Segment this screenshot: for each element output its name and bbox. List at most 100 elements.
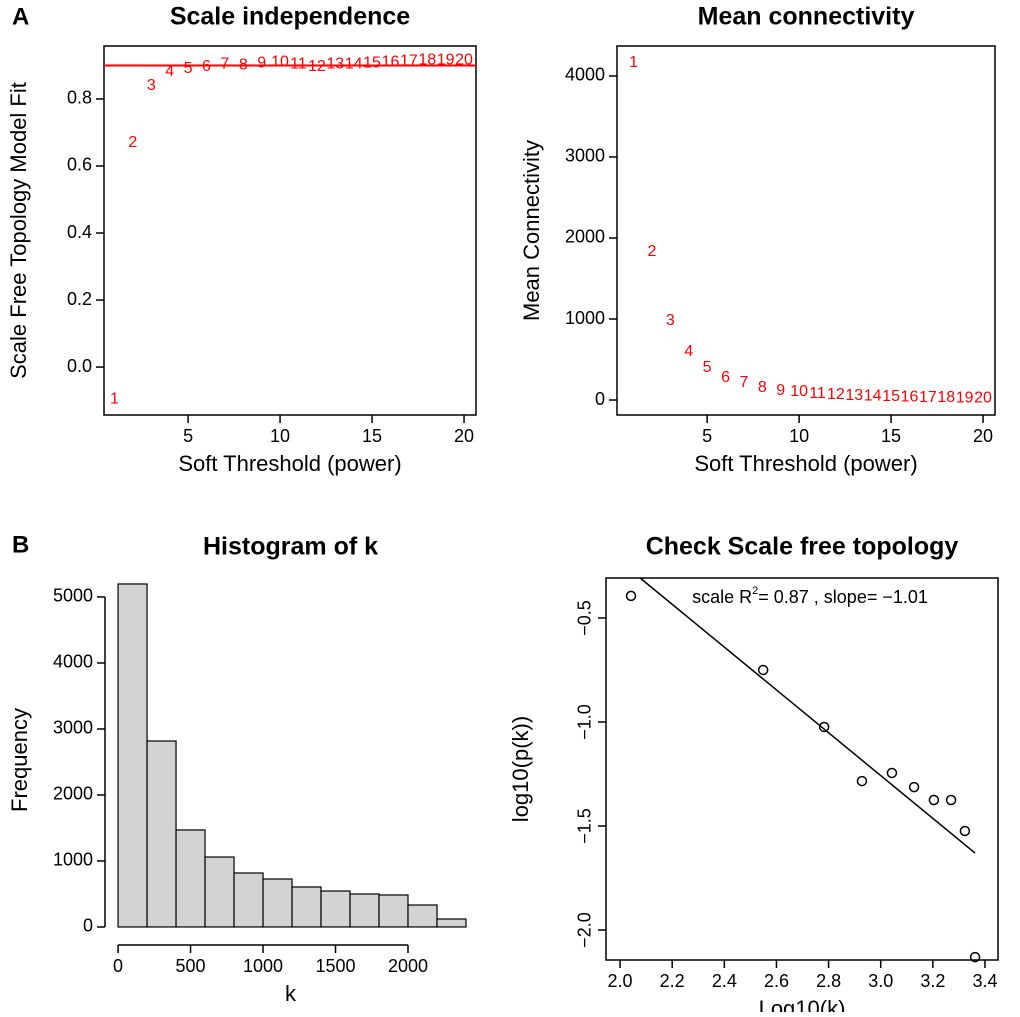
y-tick-label: 1000 xyxy=(53,850,93,870)
y-axis-label: Mean Connectivity xyxy=(519,140,544,321)
x-tick-label: 500 xyxy=(176,956,206,976)
annotation: scale R2= 0.87 , slope= −1.01 xyxy=(692,585,928,607)
y-axis-label: log10(p(k)) xyxy=(508,716,533,822)
bar xyxy=(320,890,351,928)
point xyxy=(818,721,830,733)
point-label: 1 xyxy=(629,54,638,71)
bar xyxy=(407,904,438,928)
plot-box xyxy=(605,577,999,961)
point xyxy=(757,664,769,676)
panel-label: B xyxy=(12,531,29,558)
point-label: 17 xyxy=(400,52,418,69)
y-tick-label: 4000 xyxy=(565,65,605,85)
point-label: 1 xyxy=(110,390,119,407)
x-tick-label: 2.8 xyxy=(816,971,841,991)
point-label: 19 xyxy=(437,51,455,68)
point xyxy=(928,794,940,806)
x-tick-label: 20 xyxy=(973,426,993,446)
y-tick-label: 3000 xyxy=(565,146,605,166)
y-tick-label: −2.0 xyxy=(575,912,595,948)
y-tick-label: 2000 xyxy=(565,227,605,247)
x-tick-label: 20 xyxy=(454,426,474,446)
point-label: 7 xyxy=(220,55,229,72)
bar xyxy=(233,872,264,928)
bar xyxy=(378,894,409,928)
chart-title: Scale independence xyxy=(170,3,410,31)
bar xyxy=(291,886,322,928)
point-label: 8 xyxy=(758,379,767,396)
y-tick-label: 2000 xyxy=(53,784,93,804)
point-label: 18 xyxy=(418,51,436,68)
point-label: 15 xyxy=(882,388,900,405)
x-axis-label: Soft Threshold (power) xyxy=(178,451,401,476)
point-label: 20 xyxy=(974,390,992,407)
y-tick-label: −0.5 xyxy=(575,600,595,636)
bar xyxy=(204,856,235,928)
point xyxy=(945,794,957,806)
bar xyxy=(146,740,177,928)
point-label: 19 xyxy=(956,389,974,406)
point xyxy=(625,590,637,602)
point-label: 12 xyxy=(827,386,845,403)
y-tick-label: −1.5 xyxy=(575,808,595,844)
chart-title: Check Scale free topology xyxy=(646,533,959,561)
panel-label: A xyxy=(12,3,29,30)
x-tick-label: 3.2 xyxy=(920,971,945,991)
point-label: 10 xyxy=(790,383,808,400)
y-tick-label: 1000 xyxy=(565,308,605,328)
y-tick-label: 0.6 xyxy=(67,155,92,175)
point-label: 8 xyxy=(239,56,248,73)
point-label: 14 xyxy=(864,387,882,404)
point xyxy=(856,775,868,787)
point-label: 7 xyxy=(739,374,748,391)
annotation-part: = 0.87 , slope= −1.01 xyxy=(758,587,928,607)
y-tick-label: 0.8 xyxy=(67,88,92,108)
x-tick-label: 0 xyxy=(113,956,123,976)
point-label: 14 xyxy=(345,55,363,72)
point-label: 5 xyxy=(703,359,712,376)
x-tick-label: 5 xyxy=(702,426,712,446)
point-label: 13 xyxy=(845,387,863,404)
point-label: 6 xyxy=(202,58,211,75)
x-tick-label: 10 xyxy=(270,426,290,446)
x-tick-label: 2000 xyxy=(388,956,428,976)
y-axis-label: Frequency xyxy=(7,708,32,812)
x-tick-label: 3.0 xyxy=(868,971,893,991)
point-label: 4 xyxy=(165,63,174,80)
fit-line xyxy=(639,577,976,854)
x-tick-label: 1500 xyxy=(315,956,355,976)
chart-title: Histogram of k xyxy=(203,533,378,561)
point-label: 3 xyxy=(147,77,156,94)
point-label: 16 xyxy=(382,53,400,70)
plot-box xyxy=(103,45,477,416)
annotation-part: scale R xyxy=(692,587,752,607)
annotation-part: 2 xyxy=(752,585,758,597)
point-label: 2 xyxy=(647,243,656,260)
x-tick-label: 2.6 xyxy=(764,971,789,991)
point-label: 13 xyxy=(326,55,344,72)
y-tick-label: 0.2 xyxy=(67,289,92,309)
point xyxy=(908,781,920,793)
x-tick-label: 5 xyxy=(183,426,193,446)
point-label: 15 xyxy=(363,54,381,71)
point-label: 5 xyxy=(184,60,193,77)
point-label: 12 xyxy=(308,58,326,75)
point-label: 4 xyxy=(684,343,693,360)
point-label: 16 xyxy=(901,388,919,405)
x-tick-label: 3.4 xyxy=(972,971,997,991)
y-tick-label: 0 xyxy=(595,389,605,409)
y-axis-label: Scale Free Topology Model Fit xyxy=(6,82,31,379)
x-tick-label: 15 xyxy=(881,426,901,446)
x-tick-label: 2.4 xyxy=(712,971,737,991)
x-axis-label: k xyxy=(285,981,297,1006)
point-label: 20 xyxy=(455,51,473,68)
bar xyxy=(175,829,206,928)
x-axis-label: Soft Threshold (power) xyxy=(694,451,917,476)
x-tick-label: 10 xyxy=(789,426,809,446)
point-label: 2 xyxy=(128,134,137,151)
point xyxy=(969,951,981,963)
point-label: 11 xyxy=(290,55,307,72)
bar xyxy=(262,878,293,928)
